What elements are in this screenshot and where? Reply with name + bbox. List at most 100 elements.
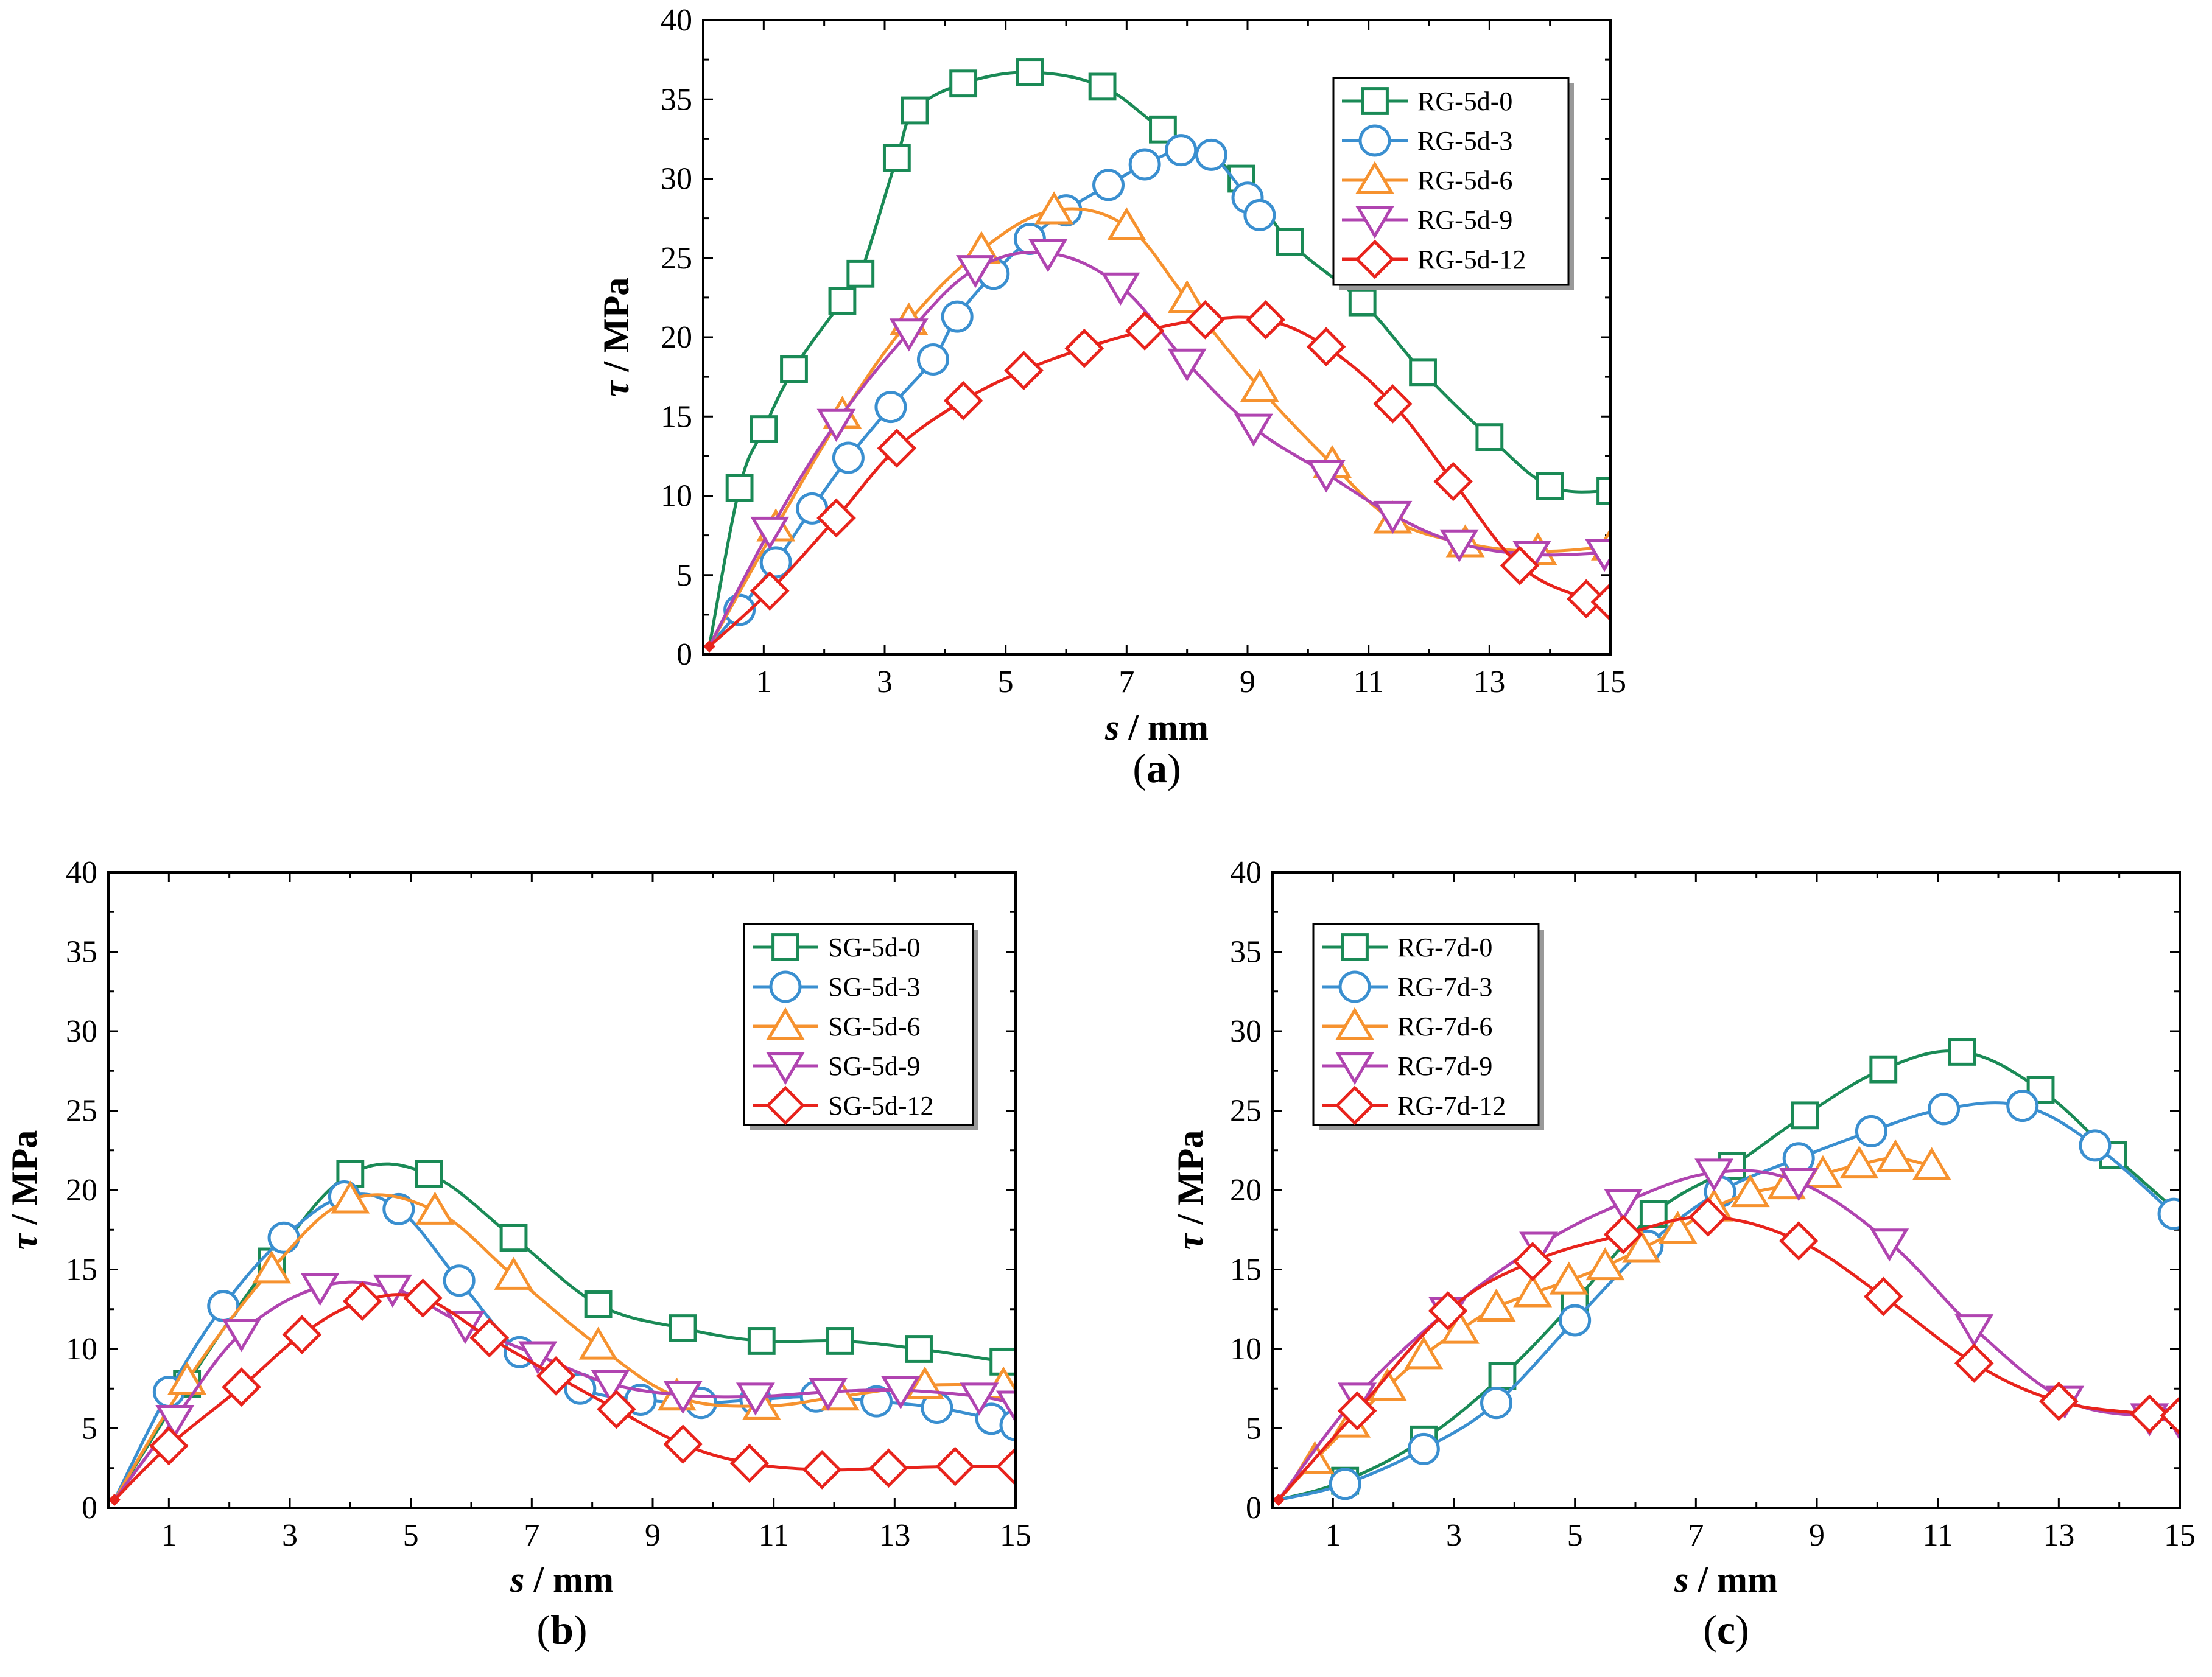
data-point xyxy=(578,1326,618,1360)
data-point xyxy=(469,1318,510,1358)
data-point xyxy=(1243,198,1276,231)
data-point xyxy=(1439,529,1479,562)
data-point xyxy=(1185,300,1225,340)
data-point xyxy=(816,408,856,442)
data-point xyxy=(1373,384,1413,424)
x-axis-label: s / mm xyxy=(1674,1560,1778,1600)
data-point xyxy=(750,516,790,550)
x-axis-label: s / mm xyxy=(510,1560,614,1600)
y-tick-label: 25 xyxy=(66,1094,97,1129)
data-point xyxy=(1779,1168,1819,1202)
legend-label: RG-5d-0 xyxy=(1417,86,1512,116)
y-tick-label: 35 xyxy=(661,82,692,117)
data-point xyxy=(846,259,875,288)
data-point xyxy=(536,1356,576,1396)
series-line xyxy=(113,1192,1016,1501)
data-point xyxy=(995,1446,1016,1486)
data-point xyxy=(1404,1336,1444,1370)
data-point xyxy=(1855,1115,1887,1147)
data-point xyxy=(935,1446,975,1486)
data-point xyxy=(1549,1261,1589,1295)
x-tick-label: 11 xyxy=(1923,1518,1953,1553)
data-point xyxy=(1149,115,1177,144)
series-line xyxy=(113,1193,1004,1501)
data-point xyxy=(1409,358,1437,387)
y-axis-label: τ / MPa xyxy=(596,278,636,397)
x-tick-label: 1 xyxy=(161,1518,177,1553)
data-point xyxy=(1337,1391,1377,1431)
data-point xyxy=(1778,1221,1819,1261)
series-line xyxy=(708,315,1610,648)
data-point xyxy=(828,287,857,315)
legend-marker xyxy=(769,970,802,1003)
y-tick-label: 30 xyxy=(66,1014,97,1049)
data-point xyxy=(1590,582,1610,622)
data-point xyxy=(1596,477,1610,505)
data-point xyxy=(669,1314,697,1342)
legend-marker xyxy=(1361,87,1389,115)
legend: SG-5d-0 SG-5d-3 SG-5d-6 SG-5d-9 SG-5d-12 xyxy=(743,923,978,1130)
legend: RG-7d-0 RG-7d-3 RG-7d-6 RG-7d-9 RG-7d-12 xyxy=(1312,923,1544,1130)
data-point xyxy=(382,1192,415,1225)
data-point xyxy=(809,1378,848,1411)
plot-frame xyxy=(1271,871,2181,1509)
data-point xyxy=(1246,300,1286,340)
data-point xyxy=(1234,413,1273,447)
data-point xyxy=(1004,351,1044,391)
data-point xyxy=(373,1274,412,1308)
data-point xyxy=(750,571,790,611)
legend-label: RG-5d-3 xyxy=(1417,126,1512,156)
data-point xyxy=(1125,311,1165,351)
data-point xyxy=(663,1381,703,1415)
data-point xyxy=(222,1367,261,1407)
data-point xyxy=(1440,1311,1480,1344)
data-point xyxy=(2157,1197,2180,1230)
data-point xyxy=(1870,1228,1909,1262)
data-point xyxy=(415,1191,455,1225)
data-point xyxy=(877,429,917,468)
data-point xyxy=(889,318,929,352)
y-tick-label: 40 xyxy=(66,855,97,890)
data-point xyxy=(1101,272,1140,306)
y-tick-label: 30 xyxy=(1230,1014,1262,1049)
data-point xyxy=(663,1424,703,1464)
plot-frame xyxy=(107,871,1017,1509)
legend-marker xyxy=(771,933,799,961)
x-tick-label: 1 xyxy=(756,665,771,699)
data-point xyxy=(736,1382,775,1416)
y-tick-label: 5 xyxy=(82,1412,97,1446)
series-SG-5d-9 xyxy=(113,1273,1016,1501)
y-tick-label: 30 xyxy=(661,162,692,197)
y-tick-label: 35 xyxy=(66,935,97,970)
data-point xyxy=(1276,228,1304,256)
origin-marker xyxy=(703,640,715,653)
legend-marker xyxy=(1358,124,1391,157)
data-point xyxy=(1088,72,1117,101)
y-axis-label: τ / MPa xyxy=(4,1130,44,1250)
legend-label: RG-7d-0 xyxy=(1397,933,1492,962)
data-point xyxy=(584,1290,613,1318)
legend-marker xyxy=(766,1007,805,1040)
legend-label: RG-7d-12 xyxy=(1397,1091,1506,1121)
x-tick-label: 11 xyxy=(759,1518,789,1553)
data-point xyxy=(1948,1038,1976,1066)
x-tick-label: 9 xyxy=(1809,1518,1825,1553)
x-tick-label: 13 xyxy=(2043,1518,2074,1553)
y-tick-label: 10 xyxy=(661,479,692,514)
data-point xyxy=(1348,288,1377,317)
data-point xyxy=(901,96,929,125)
x-tick-label: 7 xyxy=(524,1518,539,1553)
data-point xyxy=(1585,539,1610,572)
legend-label: SG-5d-6 xyxy=(828,1012,921,1042)
data-point xyxy=(1512,1242,1553,1281)
data-point xyxy=(960,1382,999,1416)
y-tick-label: 20 xyxy=(661,320,692,355)
data-point xyxy=(780,355,808,383)
data-point xyxy=(1475,423,1504,452)
legend-marker xyxy=(1335,1052,1374,1085)
legend: RG-5d-0 RG-5d-3 RG-5d-6 RG-5d-9 RG-5d-12 xyxy=(1332,77,1574,290)
series-RG-7d-12 xyxy=(1277,1197,2180,1501)
